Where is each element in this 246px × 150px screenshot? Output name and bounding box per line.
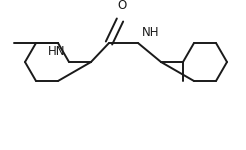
Text: HN: HN <box>47 45 65 58</box>
Text: O: O <box>117 0 127 12</box>
Text: NH: NH <box>142 26 159 39</box>
